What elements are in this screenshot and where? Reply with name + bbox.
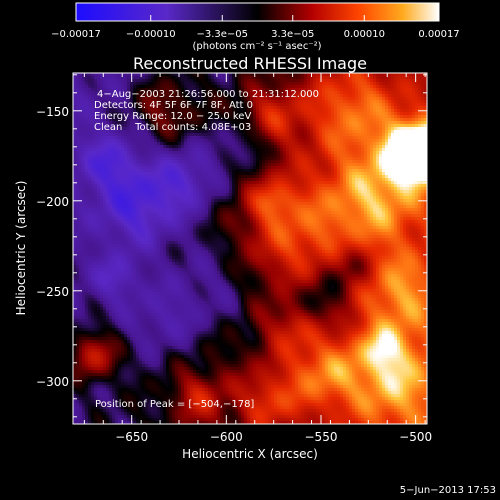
timestamp: 5−Jun−2013 17:53 [400, 485, 496, 496]
heatmap-image [73, 73, 427, 424]
colorbar-ticks: −0.00017 −0.00010 −3.3e−05 3.3e−05 0.00010 0.… [51, 15, 460, 40]
plot-frame [72, 72, 428, 425]
annotation-clean: Clean Total counts: 4.08E+03 [94, 122, 251, 133]
annotation-time: 4−Aug−2003 21:26:56.000 to 21:31:12.000 [97, 89, 319, 100]
colorbar-tick-label: −0.00010 [126, 29, 176, 40]
y-tick-label: −150 [36, 105, 69, 119]
y-tick-label: −300 [36, 375, 69, 389]
x-axis-label: Heliocentric X (arcsec) [182, 447, 318, 461]
colorbar-units: (photons cm⁻² s⁻¹ asec⁻²) [192, 41, 321, 52]
colorbar-tick-label: 0.00010 [344, 29, 385, 40]
x-tick-label: −650 [115, 430, 148, 444]
peak-position-label: Position of Peak = [−504,−178] [95, 399, 254, 410]
chart-title: Reconstructed RHESSI Image [133, 54, 367, 73]
heatmap-canvas [73, 73, 427, 424]
colorbar-tick-label: −0.00017 [51, 29, 101, 40]
x-tick-label: −550 [305, 430, 338, 444]
annotation-detectors: Detectors: 4F 5F 6F 7F 8F, Att 0 [94, 100, 253, 111]
annotation-energy: Energy Range: 12.0 − 25.0 keV [94, 111, 251, 122]
colorbar [75, 2, 440, 22]
y-tick-label: −200 [36, 195, 69, 209]
axis-ticks: −650 −600 −550 −500 −150 −200 −250 −300 [36, 73, 432, 444]
y-axis-label: Heliocentric Y (arcsec) [14, 181, 28, 316]
colorbar-tick-label: −3.3e−05 [196, 29, 248, 40]
x-tick-label: −600 [210, 430, 243, 444]
colorbar-tick-label: 3.3e−05 [271, 29, 314, 40]
y-tick-label: −250 [36, 285, 69, 299]
colorbar-tick-label: 0.00017 [418, 29, 459, 40]
x-tick-label: −500 [399, 430, 432, 444]
